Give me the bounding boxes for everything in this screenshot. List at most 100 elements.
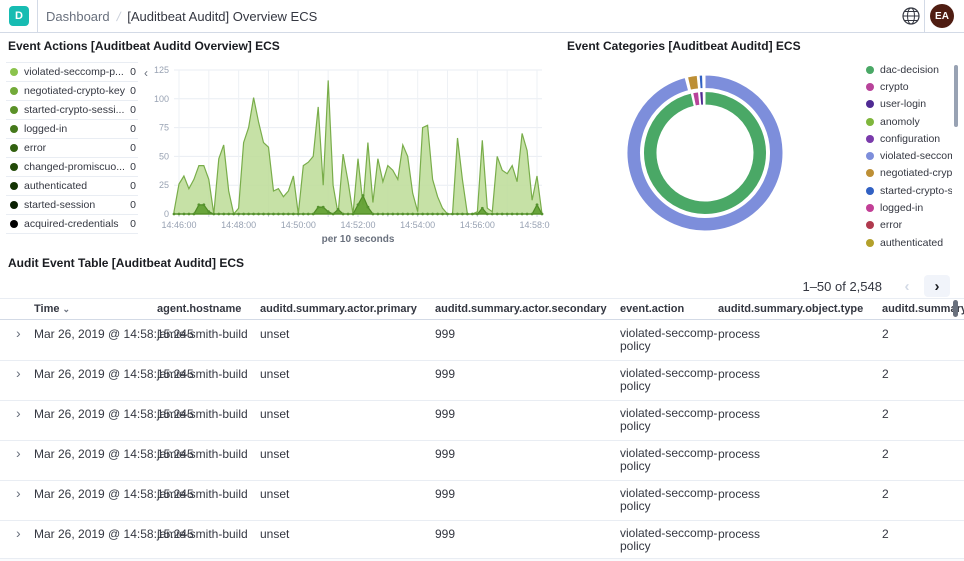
column-header-label: auditd.summary.object.type	[718, 303, 864, 315]
legend-color-dot	[866, 134, 874, 143]
user-avatar[interactable]: EA	[930, 4, 954, 28]
column-header-auditd-summary-actor-primary: auditd.summary.actor.primary	[260, 303, 417, 315]
donut-slice-user-login[interactable]	[699, 91, 705, 106]
cell-agent-hostname: jamie-smith-build	[157, 487, 248, 501]
cell-object-type: process	[718, 487, 761, 501]
donut-slice-dac-decision[interactable]	[643, 90, 768, 215]
sort-descending-icon[interactable]: ⌄	[62, 304, 71, 314]
legend-color-dot	[10, 182, 18, 190]
breadcrumb-dashboard-link[interactable]: Dashboard	[46, 9, 110, 24]
expand-row-icon[interactable]: ›	[16, 405, 21, 421]
legend-item[interactable]: started-session 0	[6, 196, 138, 215]
legend-item[interactable]: anomoly	[866, 113, 952, 130]
svg-text:14:58:00: 14:58:00	[520, 220, 550, 230]
legend-item-label: started-session	[24, 199, 96, 211]
legend-item[interactable]: negotiated-crypto-key 0	[6, 82, 138, 101]
svg-text:125: 125	[154, 65, 169, 75]
table-row[interactable]: › Mar 26, 2019 @ 14:58:15.245 jamie-smith-…	[0, 481, 964, 521]
cell-summary: 2	[882, 447, 889, 461]
legend-item[interactable]: dac-decision	[866, 61, 952, 78]
table-vertical-scrollbar[interactable]	[953, 300, 958, 317]
divider	[924, 0, 925, 33]
column-header-event-action: event.action	[620, 303, 684, 315]
donut-slice-started-crypto-session[interactable]	[698, 74, 704, 90]
legend-item-value: 0	[130, 104, 136, 116]
cell-summary: 2	[882, 367, 889, 381]
kibana-dashboard-logo[interactable]: D	[9, 6, 29, 26]
legend-item[interactable]: acquired-credentials 0	[6, 215, 138, 234]
table-row[interactable]: › Mar 26, 2019 @ 14:58:15.245 jamie-smith-…	[0, 361, 964, 401]
svg-text:14:54:00: 14:54:00	[400, 220, 435, 230]
table-row[interactable]: › Mar 26, 2019 @ 14:58:15.245 jamie-smith-…	[0, 321, 964, 361]
pagination-next-button[interactable]: ›	[924, 275, 950, 297]
cell-event-action: violated-seccomp-policy	[620, 526, 718, 553]
table-header-row: Time ⌄ agent.hostname auditd.summary.actor.…	[0, 298, 964, 320]
legend-item[interactable]: configuration	[866, 130, 952, 147]
legend-item-label: authenticated	[24, 180, 88, 192]
legend-item[interactable]: error 0	[6, 139, 138, 158]
legend-item[interactable]: violated-seccomp...	[866, 147, 952, 164]
column-header-auditd-summary-actor-secondary: auditd.summary.actor.secondary	[435, 303, 607, 315]
expand-row-icon[interactable]: ›	[16, 325, 21, 341]
legend-collapse-icon[interactable]: ‹	[144, 66, 148, 80]
event-actions-legend: violated-seccomp-p... 0 negotiated-crypto-…	[6, 62, 138, 234]
donut-slice-crypto[interactable]	[692, 91, 701, 107]
legend-item[interactable]: started-crypto-sessi... 0	[6, 101, 138, 120]
table-horizontal-scrollbar[interactable]	[0, 558, 964, 561]
legend-color-dot	[10, 106, 18, 114]
legend-item[interactable]: authenticated 0	[6, 177, 138, 196]
cell-actor-secondary: 999	[435, 527, 456, 541]
legend-item[interactable]: crypto	[866, 78, 952, 95]
legend-item[interactable]: logged-in	[866, 199, 952, 216]
legend-item-label: logged-in	[24, 123, 68, 135]
table-row[interactable]: › Mar 26, 2019 @ 14:58:15.245 jamie-smith-…	[0, 521, 964, 561]
cell-object-type: process	[718, 327, 761, 341]
expand-row-icon[interactable]: ›	[16, 445, 21, 461]
donut-slice-violated-seccomp-policy[interactable]	[626, 74, 784, 232]
legend-item[interactable]: changed-promiscuo... 0	[6, 158, 138, 177]
cell-actor-secondary: 999	[435, 367, 456, 381]
donut-slice-negotiated-crypto-key[interactable]	[686, 74, 700, 91]
cell-actor-secondary: 999	[435, 487, 456, 501]
legend-item[interactable]: error	[866, 217, 952, 234]
legend-item[interactable]: violated-seccomp-p... 0	[6, 63, 138, 82]
x-axis-label: per 10 seconds	[322, 234, 395, 245]
legend-item-value: 0	[130, 199, 136, 211]
legend-item[interactable]: logged-in 0	[6, 120, 138, 139]
legend-item[interactable]: started-crypto-se...	[866, 182, 952, 199]
table-row[interactable]: › Mar 26, 2019 @ 14:58:15.245 jamie-smith-…	[0, 441, 964, 481]
cell-event-action: violated-seccomp-policy	[620, 446, 718, 473]
expand-row-icon[interactable]: ›	[16, 525, 21, 541]
legend-color-dot	[866, 100, 874, 109]
legend-color-dot	[866, 117, 874, 126]
cell-agent-hostname: jamie-smith-build	[157, 367, 248, 381]
legend-item-label: started-crypto-sessi...	[24, 104, 125, 116]
cell-summary: 2	[882, 527, 889, 541]
legend-scrollbar[interactable]	[954, 65, 958, 127]
column-header-label: Time	[34, 303, 60, 315]
globe-icon[interactable]	[901, 6, 921, 26]
legend-item[interactable]: negotiated-crypto...	[866, 165, 952, 182]
legend-color-dot	[10, 220, 18, 228]
cell-summary: 2	[882, 327, 889, 341]
legend-item-label: violated-seccomp-p...	[24, 66, 124, 78]
column-header-label: auditd.summary.actor.secondary	[435, 303, 607, 315]
top-navigation-bar: D Dashboard / [Auditbeat Auditd] Overvie…	[0, 0, 964, 33]
pagination-prev-button[interactable]: ‹	[904, 277, 910, 295]
legend-color-dot	[10, 125, 18, 133]
svg-text:14:52:00: 14:52:00	[340, 220, 375, 230]
cell-actor-primary: unset	[260, 447, 290, 461]
column-header-Time[interactable]: Time ⌄	[34, 303, 70, 315]
table-row[interactable]: › Mar 26, 2019 @ 14:58:15.245 jamie-smith-…	[0, 401, 964, 441]
legend-item[interactable]: authenticated	[866, 234, 952, 251]
expand-row-icon[interactable]: ›	[16, 485, 21, 501]
area-series-event-count[interactable]	[173, 80, 543, 216]
cell-agent-hostname: jamie-smith-build	[157, 447, 248, 461]
legend-item[interactable]: user-login	[866, 96, 952, 113]
cell-time: Mar 26, 2019 @ 14:58:15.245	[34, 487, 194, 501]
event-actions-area-chart[interactable]: 0 25 50 75 100 125 14:46:00 14:48:00 14:50:00 14:…	[148, 56, 550, 248]
audit-table-panel-title: Audit Event Table [Auditbeat Auditd] ECS	[8, 256, 244, 270]
expand-row-icon[interactable]: ›	[16, 365, 21, 381]
svg-text:14:48:00: 14:48:00	[221, 220, 256, 230]
page-title: [Auditbeat Auditd] Overview ECS	[127, 9, 318, 24]
